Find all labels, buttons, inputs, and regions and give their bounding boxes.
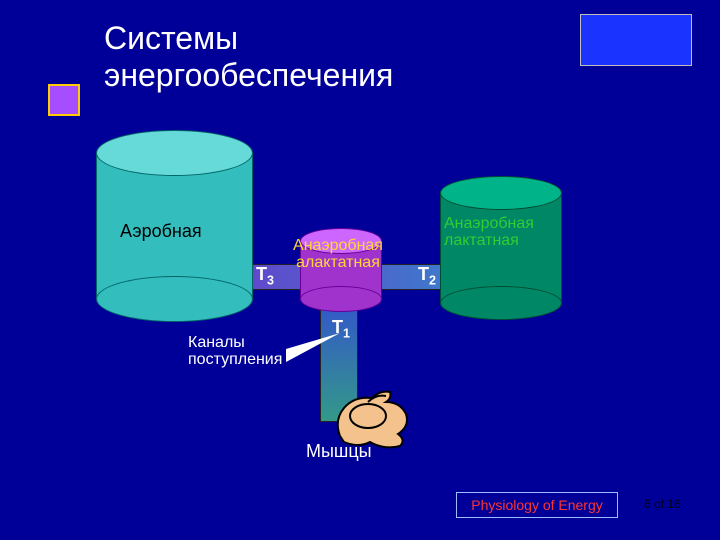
footer-topic: Physiology of Energy — [456, 492, 618, 518]
muscle-icon — [328, 380, 418, 450]
page-number: 6 of 16 — [644, 497, 681, 511]
pointer-arrow-icon — [0, 0, 720, 540]
slide: Системы энергообеспеченияАэробнаяАнаэроб… — [0, 0, 720, 540]
